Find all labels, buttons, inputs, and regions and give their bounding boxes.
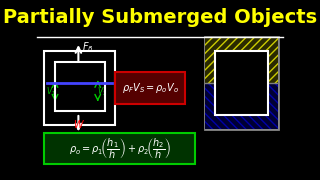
Bar [205,37,278,83]
Bar [205,83,278,129]
Bar [205,37,278,129]
Text: $V_2$: $V_2$ [97,86,107,98]
Text: $\rho_F V_S = \rho_o V_o$: $\rho_F V_S = \rho_o V_o$ [122,81,178,95]
Text: Partially Submerged Objects: Partially Submerged Objects [3,8,317,27]
Text: $V_1$: $V_1$ [46,86,56,98]
Text: $\rho_o = \rho_1\!\left(\dfrac{h_1}{h}\right) + \rho_2\!\left(\dfrac{h_2}{h}\rig: $\rho_o = \rho_1\!\left(\dfrac{h_1}{h}\r… [69,136,171,161]
Bar [44,132,195,165]
Text: cm: cm [251,63,260,68]
Bar [115,72,185,104]
Text: cm: cm [249,96,258,101]
Text: $W$: $W$ [73,118,85,130]
Bar [54,62,105,111]
Bar [215,51,268,115]
Bar [44,51,115,125]
Text: 5: 5 [245,96,249,101]
Text: 10: 10 [245,63,253,68]
Text: $F_\beta$: $F_\beta$ [82,40,94,55]
